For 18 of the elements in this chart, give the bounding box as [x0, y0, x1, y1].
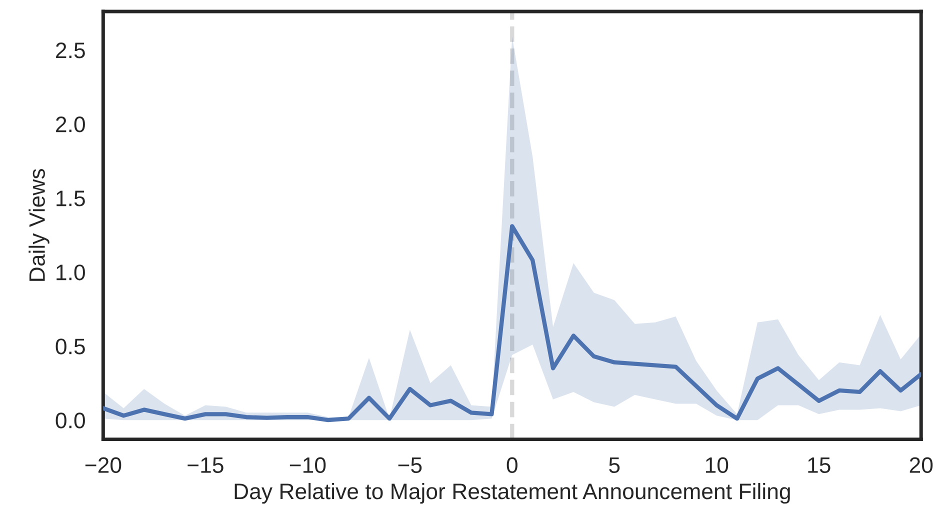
y-tick-label: 1.0	[56, 264, 85, 280]
x-tick-label: 5	[609, 457, 620, 474]
x-tick-label: −5	[398, 457, 422, 474]
x-axis-title: Day Relative to Major Restatement Announcement Filing	[234, 482, 790, 504]
y-tick-label: 0.0	[56, 412, 85, 428]
x-tick-label: −15	[188, 457, 224, 474]
y-tick-label: 1.5	[56, 190, 85, 206]
x-tick-label: −20	[85, 457, 122, 474]
line-series	[103, 224, 922, 422]
y-tick-label: 2.0	[56, 116, 85, 132]
x-tick-label: 15	[808, 457, 830, 474]
y-axis-title: Daily Views	[28, 168, 50, 281]
y-tick-label: 0.5	[56, 338, 85, 354]
x-tick-label: 0	[506, 457, 518, 474]
y-tick-label: 2.5	[56, 42, 85, 58]
x-tick-label: −10	[290, 457, 326, 474]
x-tick-label: 20	[910, 457, 933, 474]
x-tick-label: 10	[706, 457, 728, 474]
